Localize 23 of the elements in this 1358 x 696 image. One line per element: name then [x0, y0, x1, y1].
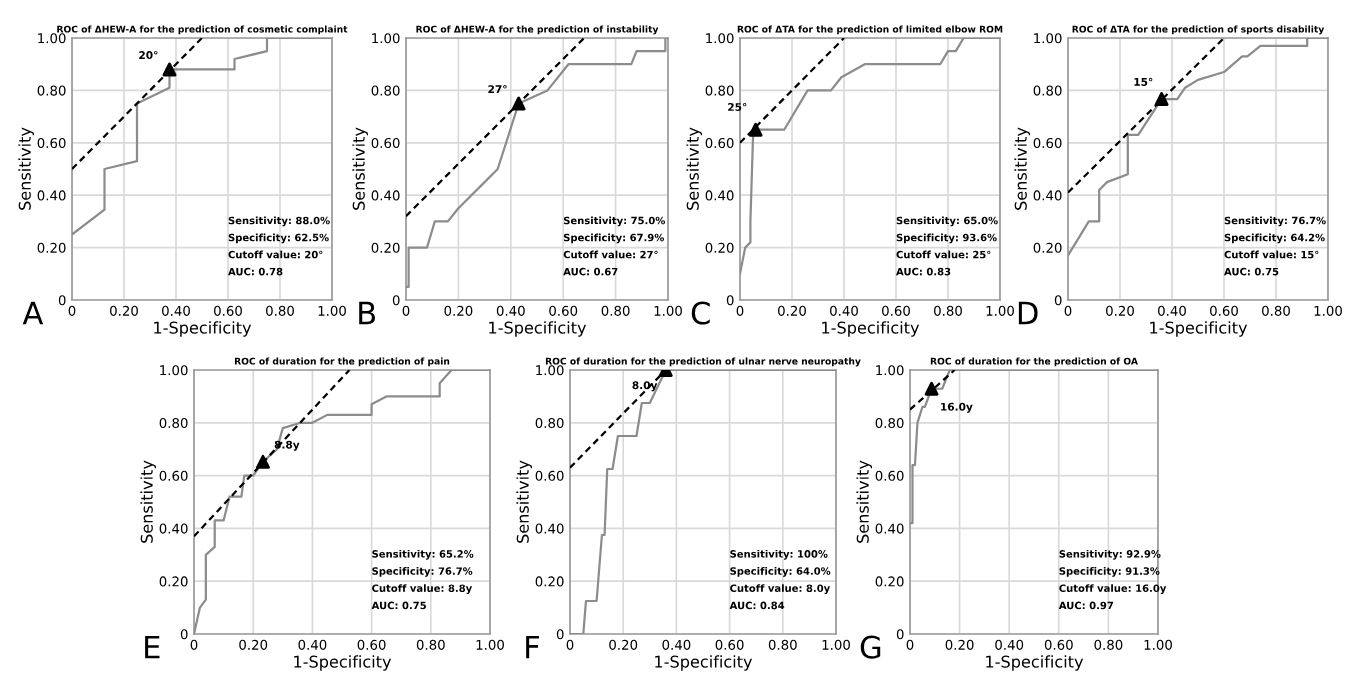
x-axis-title: 1-Specificity: [655, 655, 753, 671]
y-axis-title: Sensitivity: [856, 460, 872, 543]
x-axis-title: 1-Specificity: [154, 321, 252, 337]
x-axis-title: 1-Specificity: [986, 655, 1084, 671]
text: B: [359, 301, 376, 325]
x-axis-title: 1-Specificity: [1150, 321, 1248, 337]
text: E: [145, 635, 160, 659]
x-axis-title: 1-Specificity: [294, 655, 392, 671]
y-axis-title: Sensitivity: [352, 127, 368, 210]
y-axis-title: Sensitivity: [18, 127, 34, 210]
line-series: [570, 370, 836, 634]
text: D: [1018, 301, 1038, 325]
text: G: [860, 635, 881, 659]
y-axis-title: Sensitivity: [1014, 127, 1030, 210]
text: F: [526, 635, 539, 659]
x-axis-title: 1-Specificity: [489, 321, 587, 337]
y-axis-title: Sensitivity: [516, 460, 532, 543]
y-axis-title: Sensitivity: [686, 127, 702, 210]
x-axis-title: 1-Specificity: [822, 321, 920, 337]
line-series: [194, 370, 490, 634]
text: C: [691, 301, 710, 325]
y-axis-title: Sensitivity: [140, 460, 156, 543]
text: A: [22, 301, 44, 325]
